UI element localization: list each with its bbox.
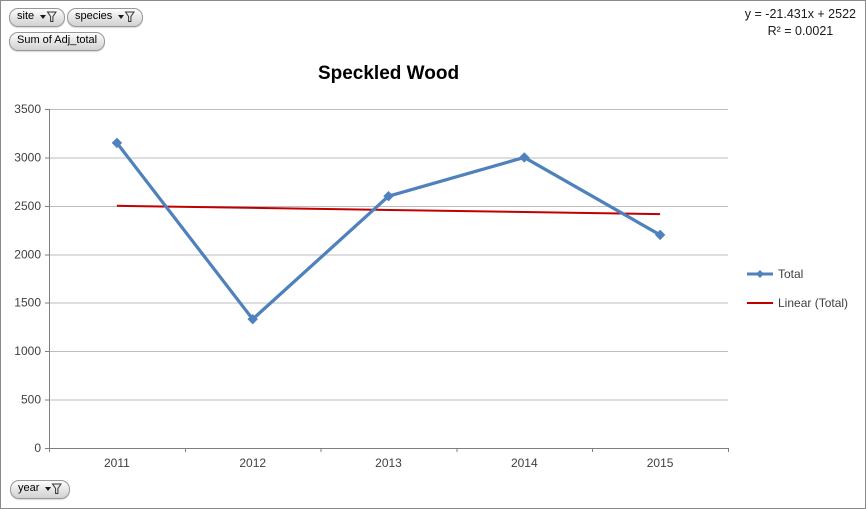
pivot-filter-species-label: species [75,10,113,22]
y-axis-label: 500 [21,393,41,407]
y-axis-label: 3000 [14,150,41,164]
x-axis-label: 2012 [239,456,266,470]
y-axis-label: 2500 [14,199,41,213]
x-axis-label: 2015 [647,456,674,470]
pivot-axis-field-year-label: year [18,482,40,494]
pivot-filter-site-label: site [17,10,35,22]
legend-entry-linear-total[interactable]: Linear (Total) [747,296,848,310]
legend-label-total: Total [778,267,804,281]
data-point-marker-2014 [519,152,530,163]
y-axis-label: 1000 [14,344,41,358]
x-axis-label: 2011 [104,456,130,470]
trendline-equation-block: y = -21.431x + 2522 R² = 0.0021 [745,6,856,40]
x-axis-label: 2013 [375,456,402,470]
trendline-linear-total [116,204,661,216]
data-point-marker-2013 [383,190,394,202]
data-point-marker-2015 [654,229,666,241]
trendline-equation-text: y = -21.431x + 2522 [744,7,856,21]
filter-dropdown-funnel-icon [118,11,136,22]
y-axis-label: 1500 [14,296,41,310]
legend-swatch-linear-total [747,302,773,304]
trendline-r-squared-text: R² = 0.0021 [767,24,834,38]
y-axis-label: 3500 [14,102,41,116]
pivot-filter-species-button[interactable]: species [67,8,144,27]
filter-dropdown-funnel-icon [40,11,58,22]
pivot-axis-field-year-button[interactable]: year [10,480,71,499]
legend-label-linear-total: Linear (Total) [778,296,849,310]
data-point-marker-2012 [247,313,258,325]
pivot-values-field-button[interactable]: Sum of Adj_total [9,32,106,51]
x-axis-label: 2014 [511,456,538,470]
legend-entry-total[interactable]: Total [747,267,848,281]
y-axis-label: 2000 [14,247,41,261]
chart-legend: Total Linear (Total) [747,267,848,325]
y-axis-label: 0 [34,441,41,455]
filter-dropdown-funnel-icon [45,483,63,494]
series-line-total [115,141,662,321]
legend-swatch-total [747,270,773,278]
pivot-values-field-label: Sum of Adj_total [17,34,98,46]
data-point-marker-2011 [111,137,123,149]
chart-title: Speckled Wood [317,63,460,84]
pivot-filter-site-button[interactable]: site [9,8,66,27]
